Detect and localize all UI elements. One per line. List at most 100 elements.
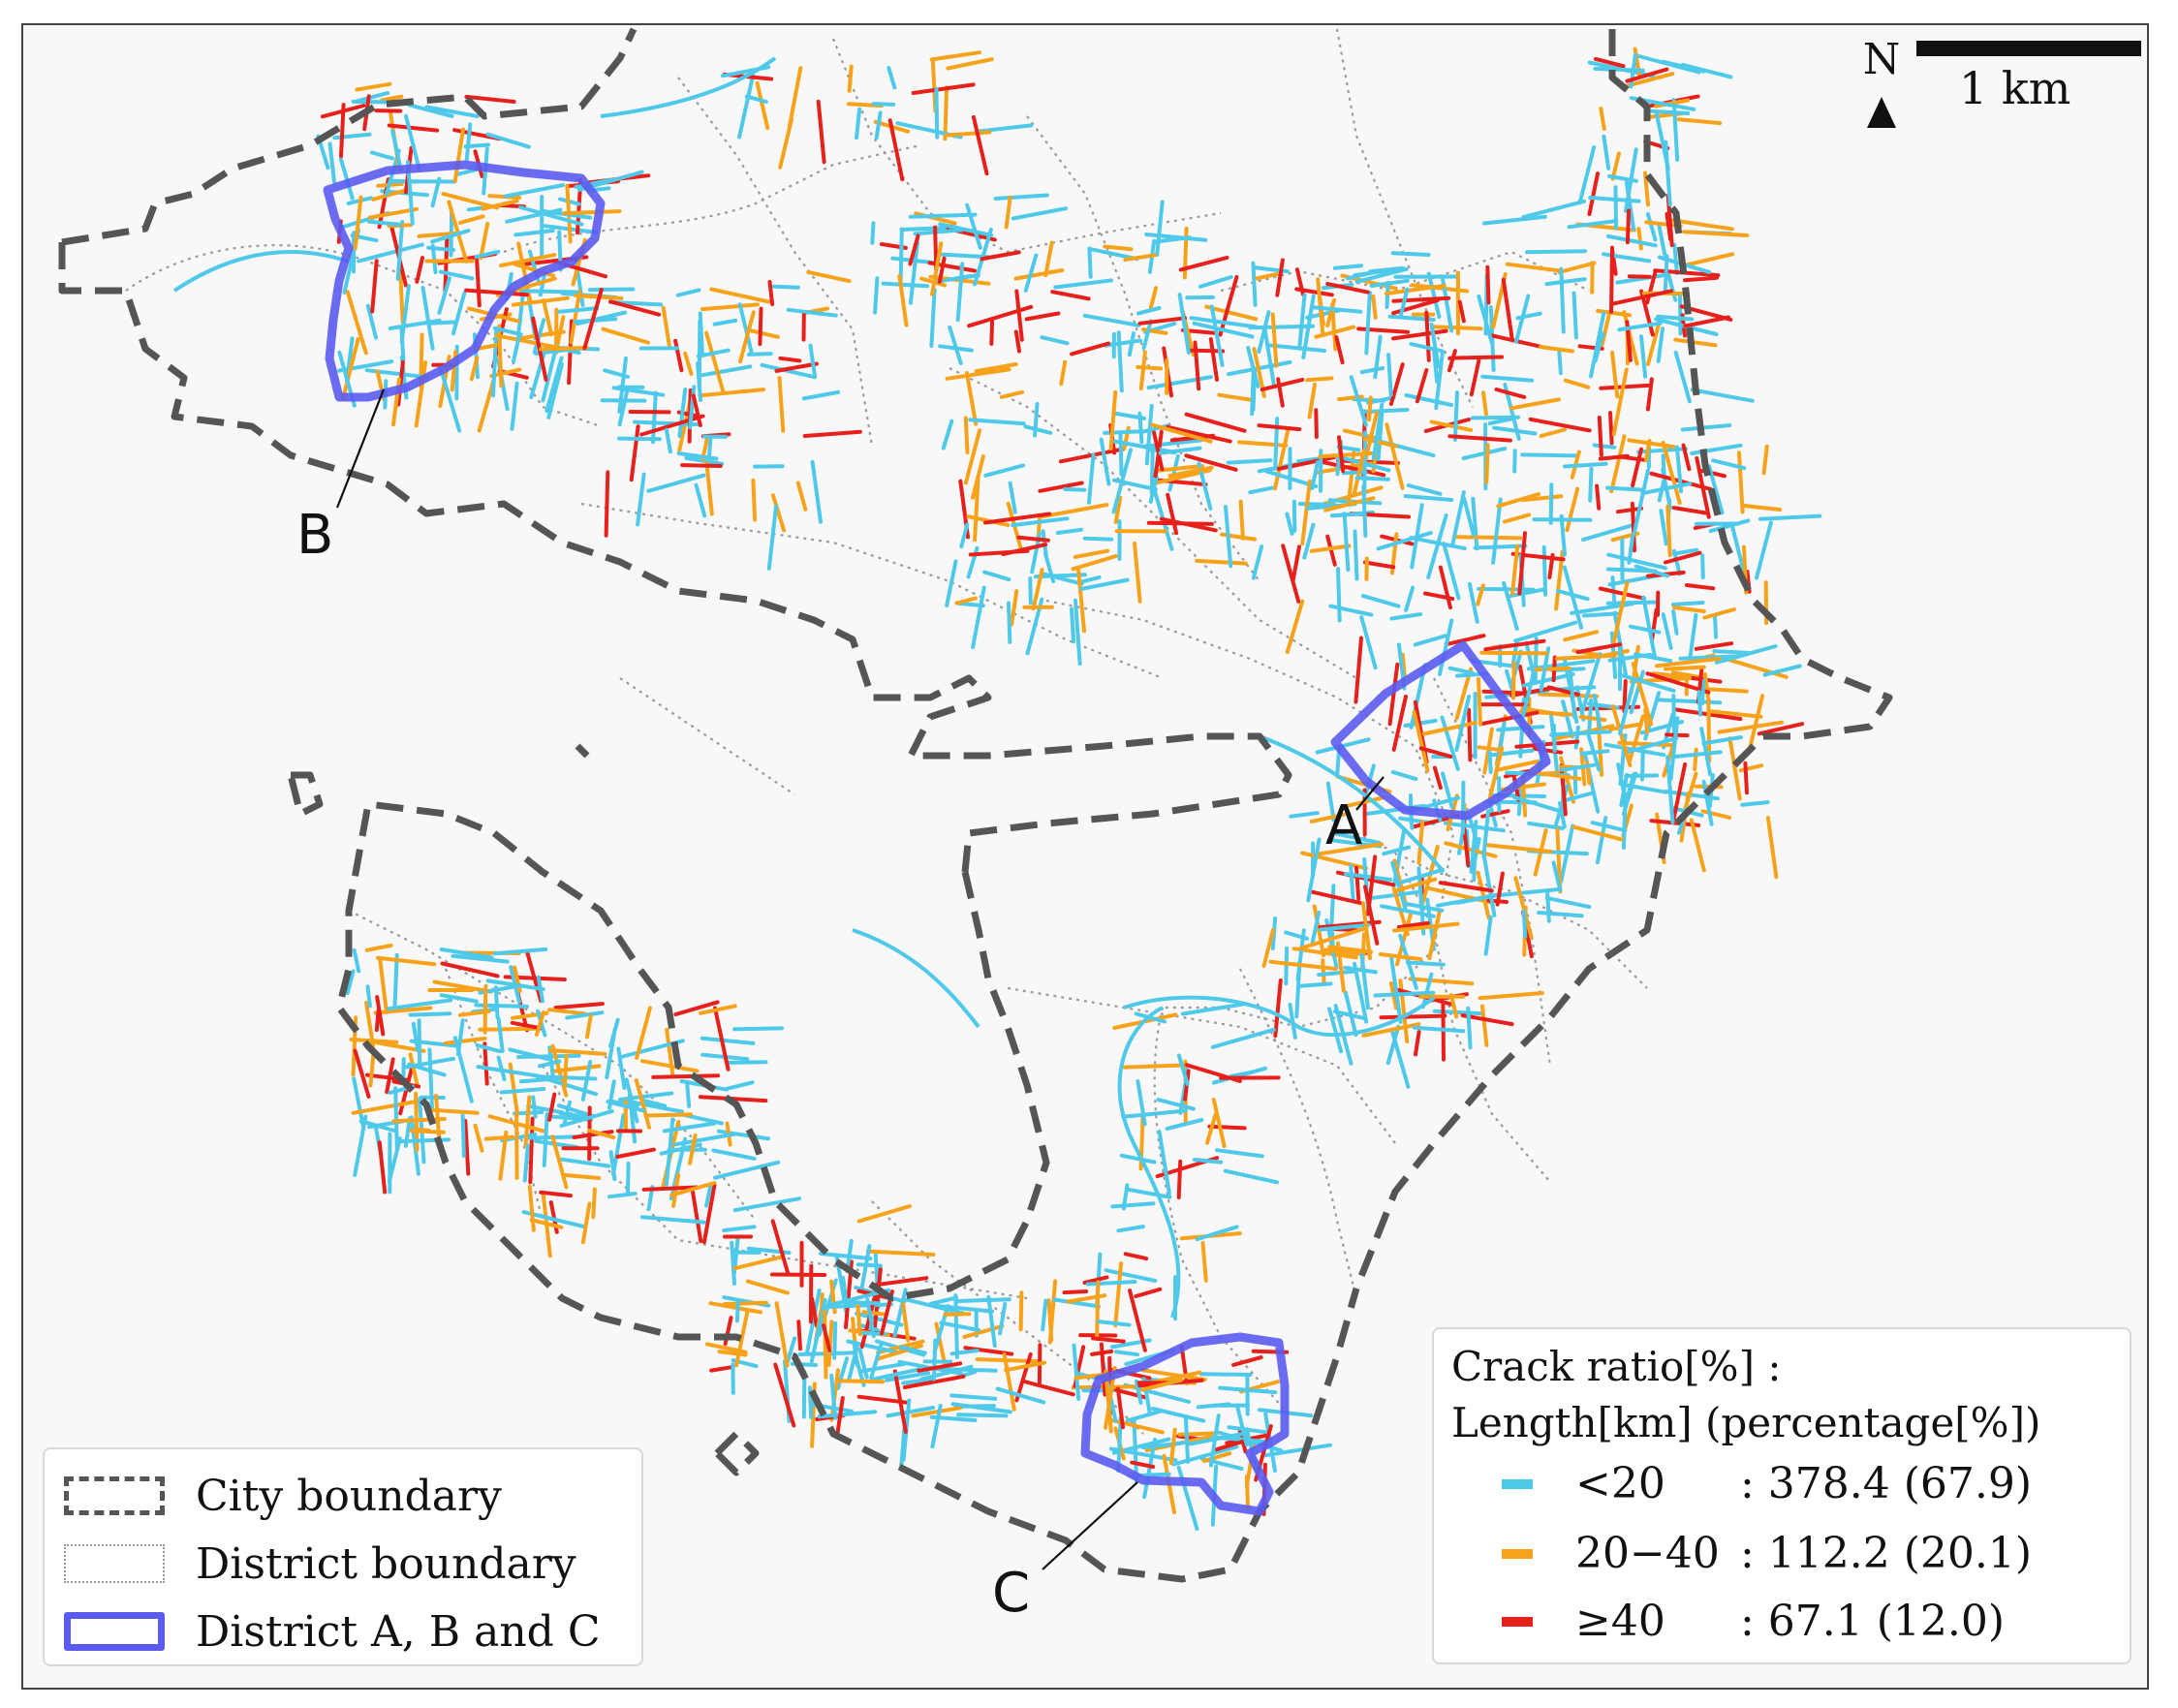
- road-segment: [1359, 615, 1378, 670]
- road-segment: [1479, 650, 1549, 656]
- road-segment: [796, 1320, 802, 1351]
- road-segment: [1611, 580, 1630, 644]
- road-segment: [1363, 885, 1380, 946]
- road-segment: [1134, 1379, 1143, 1405]
- road-segment: [1645, 212, 1658, 242]
- road-segment: [1597, 416, 1603, 457]
- road-segment: [367, 206, 419, 220]
- road-segment: [1567, 219, 1619, 230]
- road-segment: [1469, 358, 1481, 397]
- road-segment: [1711, 458, 1747, 471]
- road-segment: [611, 1113, 626, 1176]
- road-segment: [1361, 484, 1368, 539]
- road-segment: [1621, 771, 1638, 817]
- road-segment: [367, 219, 402, 227]
- road-segment: [774, 361, 819, 373]
- road-segment: [1033, 573, 1087, 579]
- road-segment: [897, 273, 909, 327]
- road-segment: [1545, 889, 1551, 923]
- road-segment: [945, 367, 1011, 381]
- road-segment: [1113, 411, 1146, 420]
- road-segment: [1484, 443, 1490, 484]
- road-segment: [641, 1185, 699, 1192]
- road-segment: [709, 1365, 734, 1373]
- road-segment: [1353, 636, 1363, 704]
- road-segment: [751, 478, 758, 522]
- road-segment: [1615, 506, 1644, 514]
- road-segment: [1193, 340, 1201, 391]
- road-segment: [1215, 1148, 1264, 1159]
- road-segment: [1251, 369, 1257, 412]
- road-segment: [1690, 388, 1755, 403]
- road-segment: [439, 993, 479, 1004]
- road-segment: [1341, 470, 1368, 476]
- road-segment: [1492, 425, 1538, 436]
- road-segment: [1671, 762, 1688, 822]
- road-segment: [1353, 529, 1359, 581]
- road-segment: [1087, 246, 1093, 279]
- road-segment: [617, 387, 630, 427]
- road-segment: [1144, 403, 1154, 466]
- road-segment: [447, 200, 469, 264]
- legend-district-boundary: District boundary: [196, 1538, 576, 1589]
- road-segment: [1755, 520, 1773, 580]
- road-segment: [1487, 746, 1505, 800]
- road-segment: [634, 1078, 651, 1130]
- road-segment: [1579, 749, 1610, 756]
- road-segment: [1046, 1298, 1054, 1343]
- road-segment: [1624, 180, 1636, 232]
- road-segment: [1761, 444, 1769, 476]
- road-segment: [392, 952, 399, 1011]
- road-segment: [1343, 990, 1358, 1038]
- road-segment: [1159, 516, 1218, 533]
- road-segment: [1655, 656, 1722, 668]
- road-segment: [345, 969, 356, 995]
- road-segment: [1706, 697, 1712, 763]
- road-segment: [1327, 1007, 1344, 1054]
- road-segment: [1427, 911, 1442, 961]
- road-segment: [1454, 667, 1473, 721]
- road-segment: [725, 1080, 755, 1091]
- road-segment: [859, 1244, 872, 1292]
- road-segment: [516, 1053, 581, 1059]
- road-segment: [469, 356, 480, 382]
- road-segment: [1085, 1280, 1137, 1287]
- road-segment: [701, 1183, 717, 1244]
- road-segment: [1167, 465, 1214, 479]
- road-segment: [547, 1008, 587, 1016]
- road-segment: [558, 1111, 587, 1119]
- road-segment: [1207, 1124, 1247, 1131]
- road-segment: [420, 286, 435, 351]
- road-segment: [1125, 1187, 1172, 1199]
- road-segment: [778, 356, 802, 363]
- road-segment: [557, 306, 600, 314]
- road-segment: [1665, 504, 1672, 558]
- road-segment: [1116, 330, 1124, 393]
- road-segment: [1454, 695, 1472, 752]
- road-segment: [477, 378, 496, 433]
- road-segment: [1300, 851, 1369, 871]
- road-segment: [1447, 434, 1512, 443]
- road-segment: [1671, 609, 1679, 636]
- road-segment: [732, 1026, 784, 1032]
- crack-legend-row: <20 : 378.4 (67.9): [1502, 1459, 2032, 1508]
- road-segment: [1765, 816, 1779, 880]
- road-segment: [1309, 889, 1363, 906]
- road-segment: [1606, 552, 1667, 571]
- road-segment: [1426, 513, 1448, 579]
- road-segment: [1588, 467, 1594, 503]
- road-segment: [1360, 901, 1372, 960]
- road-segment: [998, 1302, 1008, 1336]
- road-segment: [700, 1036, 756, 1045]
- road-segment: [712, 318, 738, 326]
- road-segment: [1382, 845, 1412, 856]
- road-segment: [1176, 1465, 1199, 1531]
- road-segment: [1066, 1293, 1107, 1304]
- scale-label: 1 km: [1959, 62, 2071, 114]
- road-segment: [1476, 583, 1485, 606]
- road-segment: [1137, 316, 1187, 326]
- road-segment: [786, 307, 838, 318]
- road-segment: [982, 570, 1011, 582]
- road-segment: [865, 1249, 936, 1257]
- road-segment: [1622, 679, 1628, 714]
